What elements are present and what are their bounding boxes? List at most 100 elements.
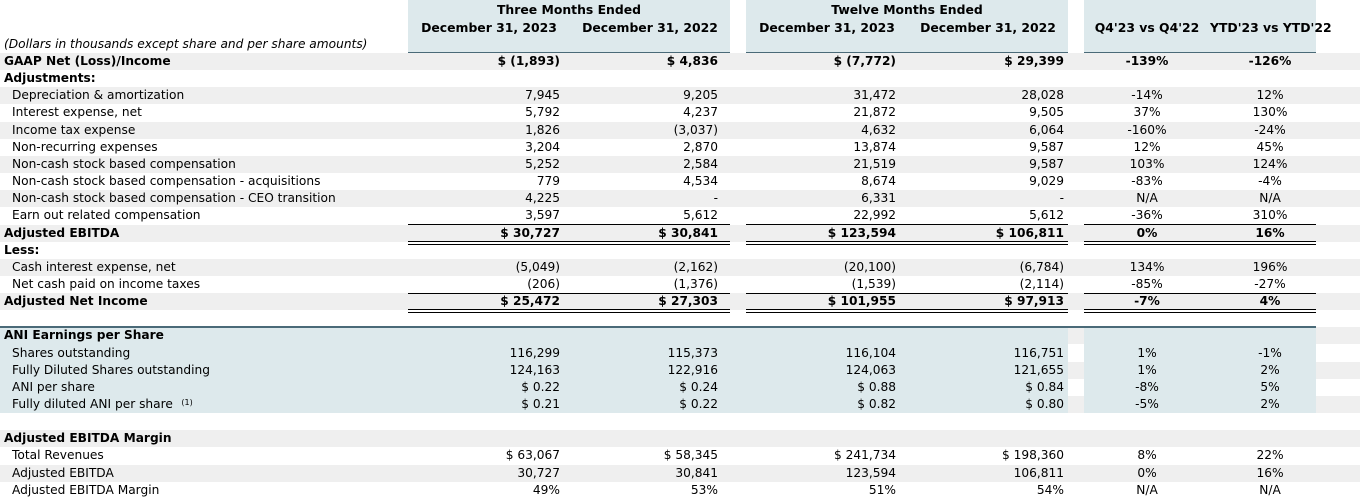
- cell-value: 4,534: [683, 174, 718, 189]
- cell-value: 30,727: [517, 465, 560, 480]
- total-rule: [1084, 224, 1316, 225]
- row-label: Interest expense, net: [12, 104, 142, 121]
- table-row: Adjusted EBITDA $ 30,727 $ 30,841 $ 123,594…: [0, 225, 1360, 242]
- cell-value: 12%: [1133, 139, 1161, 154]
- cell-value: 13,874: [853, 139, 896, 154]
- cell-value: $ 97,913: [1004, 294, 1064, 309]
- row-label: Adjusted EBITDA: [12, 465, 114, 482]
- cell-value: 30,841: [675, 465, 718, 480]
- table-row: Non-cash stock based compensation 5,252 2,…: [0, 156, 1360, 173]
- table-row: Adjusted EBITDA Margin 49% 53% 51% 54% N/A N/A: [0, 482, 1360, 499]
- row-label-text: Less:: [4, 242, 40, 257]
- cell-value: 9,029: [1029, 174, 1064, 189]
- table-row: Interest expense, net 5,792 4,237 21,872 9,5…: [0, 104, 1360, 121]
- header-twelve-months: Twelve Months Ended: [831, 2, 983, 17]
- cell-value: 4,632: [861, 122, 896, 137]
- cell-value: 51%: [868, 482, 896, 497]
- row-label-text: Non-cash stock based compensation - acqu…: [12, 174, 321, 189]
- cell-value: 116,299: [509, 345, 560, 360]
- cell-value: 106,811: [1013, 465, 1064, 480]
- row-label: Non-cash stock based compensation - CEO …: [12, 190, 336, 207]
- table-row: Non-cash stock based compensation - CEO …: [0, 190, 1360, 207]
- cell-value: -1%: [1258, 345, 1282, 360]
- cell-value: -24%: [1254, 122, 1286, 137]
- cell-value: (1,376): [673, 276, 718, 291]
- cell-value: 45%: [1256, 139, 1284, 154]
- cell-value: N/A: [1259, 191, 1281, 206]
- header-y-dec2022: December 31, 2022: [920, 20, 1056, 35]
- row-label-text: Adjusted EBITDA: [4, 225, 120, 240]
- cell-value: 5,612: [683, 208, 718, 223]
- cell-value: 5%: [1260, 379, 1280, 394]
- cell-value: $ (7,772): [833, 54, 896, 68]
- row-label: Non-cash stock based compensation: [12, 156, 236, 173]
- cell-value: 116,751: [1013, 345, 1064, 360]
- row-label: Cash interest expense, net: [12, 259, 176, 276]
- cell-value: 310%: [1252, 208, 1288, 223]
- row-label-text: Net cash paid on income taxes: [12, 276, 201, 291]
- table-row: Total Revenues $ 63,067 $ 58,345 $ 241,734 $…: [0, 447, 1360, 464]
- cell-value: $ 123,594: [827, 225, 896, 240]
- cell-value: 1,826: [525, 122, 560, 137]
- cell-value: 122,916: [667, 362, 718, 377]
- cell-value: 130%: [1252, 105, 1288, 120]
- table-row: Cash interest expense, net (5,049) (2,162)…: [0, 259, 1360, 276]
- cell-value: 6,064: [1029, 122, 1064, 137]
- double-rule: [1084, 240, 1316, 245]
- row-band: [0, 430, 1360, 448]
- row-label: Adjusted EBITDA Margin: [12, 482, 159, 499]
- row-label-text: ANI Earnings per Share: [4, 328, 164, 343]
- cell-value: -: [713, 191, 718, 206]
- row-label-text: Total Revenues: [12, 448, 104, 463]
- cell-value: (2,114): [1019, 276, 1064, 291]
- cell-value: 0%: [1136, 225, 1158, 240]
- table-row: Adjusted Net Income $ 25,472 $ 27,303 $ 101…: [0, 293, 1360, 310]
- cell-value: $ 0.24: [679, 379, 718, 394]
- cell-value: (5,049): [515, 259, 560, 274]
- cell-value: 2%: [1260, 362, 1280, 377]
- cell-value: $ 58,345: [663, 448, 718, 463]
- cell-value: 134%: [1129, 259, 1165, 274]
- cell-value: 115,373: [667, 345, 718, 360]
- cell-value: -5%: [1135, 397, 1159, 411]
- table-row: Fully diluted ANI per share (1) $ 0.21 $ 0…: [0, 396, 1360, 413]
- footnote-marker: (1): [178, 398, 193, 407]
- cell-value: 7,945: [525, 88, 560, 103]
- double-rule: [408, 309, 730, 314]
- cell-value: $ 25,472: [500, 294, 560, 309]
- cell-value: (20,100): [843, 259, 896, 274]
- row-label: Total Revenues: [12, 447, 104, 464]
- row-label-text: Income tax expense: [12, 122, 136, 137]
- cell-value: (1,539): [851, 276, 896, 291]
- row-band: [0, 87, 1360, 105]
- cell-value: 37%: [1133, 105, 1161, 120]
- cell-value: -27%: [1254, 276, 1286, 291]
- cell-value: -160%: [1127, 122, 1167, 137]
- row-label-text: Adjustments:: [4, 71, 96, 86]
- row-band: [0, 258, 1360, 276]
- table-row: ANI per share $ 0.22 $ 0.24 $ 0.88 $ 0.84 -8%…: [0, 379, 1360, 396]
- row-label: GAAP Net (Loss)/Income: [4, 53, 171, 70]
- table-row: [0, 310, 1360, 327]
- table-row: ANI Earnings per Share: [0, 327, 1360, 344]
- table-row: Depreciation & amortization 7,945 9,205 31,…: [0, 87, 1360, 104]
- row-label: Depreciation & amortization: [12, 87, 184, 104]
- cell-value: 779: [536, 174, 560, 189]
- cell-value: $ 0.22: [679, 397, 718, 411]
- cell-value: -83%: [1131, 174, 1163, 189]
- cell-value: 2,584: [683, 156, 718, 171]
- cell-value: N/A: [1136, 191, 1158, 206]
- row-label-text: GAAP Net (Loss)/Income: [4, 54, 171, 68]
- cell-value: 4%: [1259, 294, 1281, 309]
- header-ytd-vs-ytd: YTD'23 vs YTD'22: [1210, 20, 1332, 35]
- cell-value: 21,519: [853, 156, 896, 171]
- cell-value: -8%: [1135, 379, 1159, 394]
- cell-value: 22%: [1256, 448, 1284, 463]
- cell-value: (3,037): [673, 122, 718, 137]
- cell-value: N/A: [1136, 482, 1158, 497]
- row-band: [0, 121, 1360, 139]
- row-label: Fully diluted ANI per share (1): [12, 396, 193, 413]
- table-row: Non-cash stock based compensation - acqu…: [0, 173, 1360, 190]
- cell-value: 5,792: [525, 105, 560, 120]
